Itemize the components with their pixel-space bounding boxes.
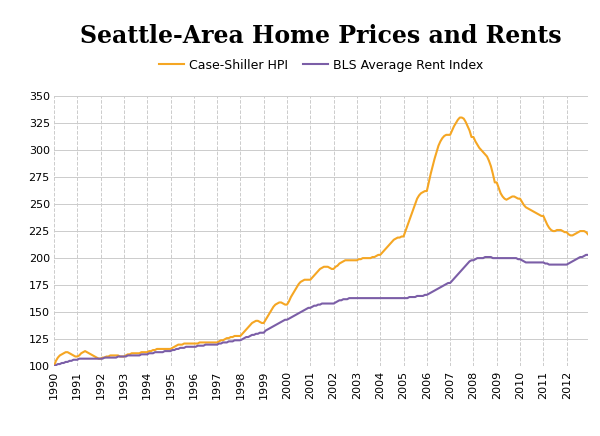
Line: Case-Shiller HPI: Case-Shiller HPI [54, 118, 588, 366]
Line: BLS Average Rent Index: BLS Average Rent Index [54, 255, 588, 366]
Case-Shiller HPI [584, 232, 592, 237]
BLS Average Rent Index [369, 296, 376, 301]
Case-Shiller HPI [369, 255, 376, 260]
BLS Average Rent Index [421, 292, 428, 297]
Case-Shiller HPI [421, 188, 428, 194]
BLS Average Rent Index [121, 354, 128, 359]
BLS Average Rent Index [50, 364, 58, 369]
Case-Shiller HPI [322, 264, 329, 269]
Case-Shiller HPI [50, 364, 58, 369]
BLS Average Rent Index [328, 301, 335, 306]
Case-Shiller HPI [328, 266, 335, 272]
Case-Shiller HPI [248, 320, 256, 326]
BLS Average Rent Index [584, 252, 592, 258]
Case-Shiller HPI [121, 354, 128, 359]
BLS Average Rent Index [583, 252, 590, 258]
Title: Seattle-Area Home Prices and Rents: Seattle-Area Home Prices and Rents [80, 24, 562, 48]
Legend: Case-Shiller HPI, BLS Average Rent Index: Case-Shiller HPI, BLS Average Rent Index [154, 54, 488, 76]
BLS Average Rent Index [248, 332, 256, 337]
BLS Average Rent Index [322, 301, 329, 306]
Case-Shiller HPI [456, 115, 463, 120]
